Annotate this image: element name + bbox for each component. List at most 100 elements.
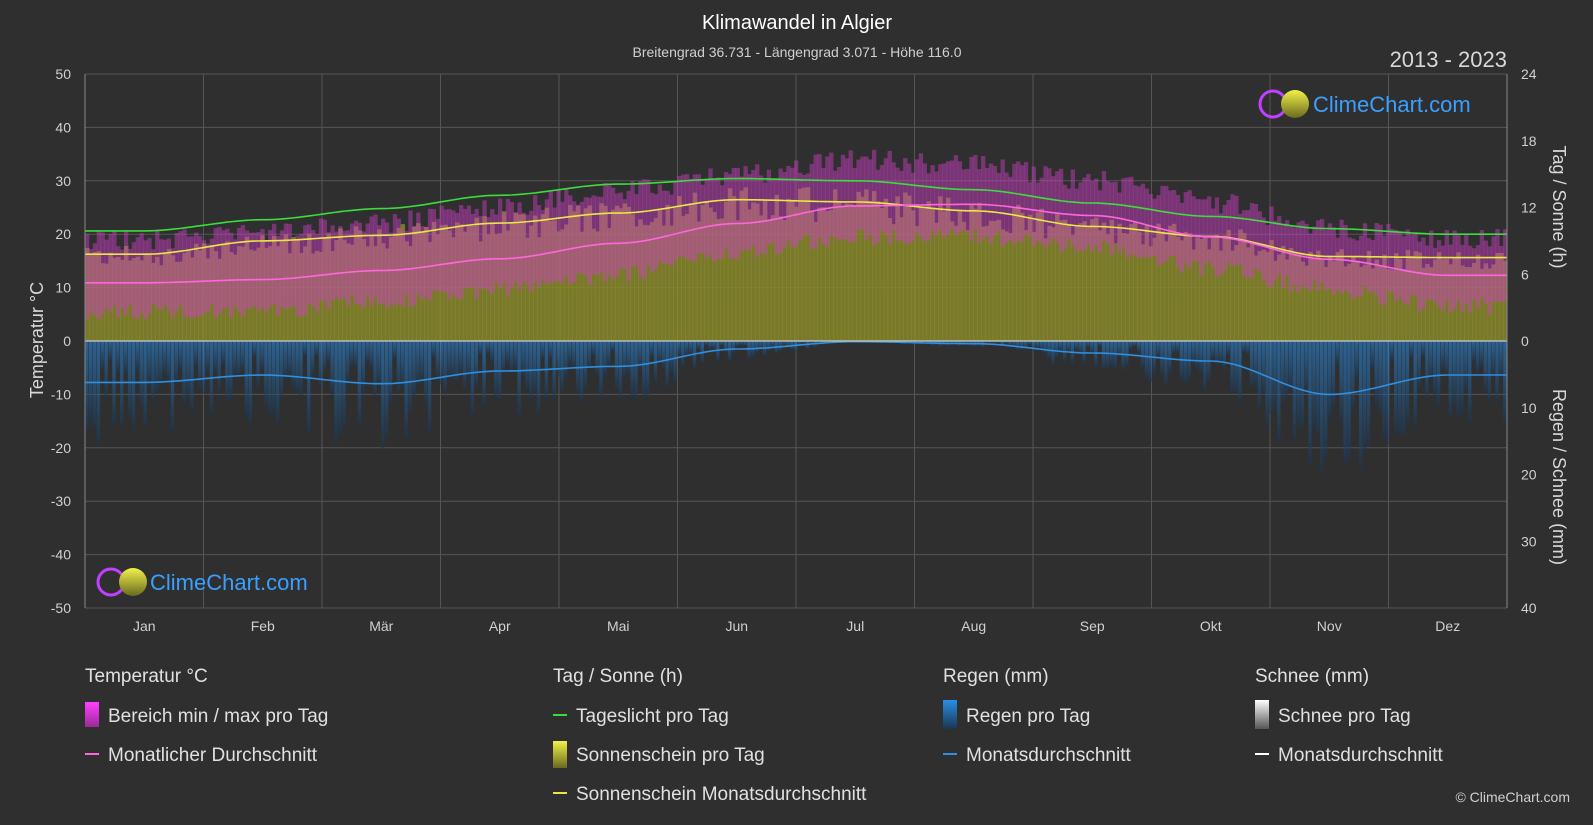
temp-range-day-bar xyxy=(856,159,861,231)
temp-range-day-bar xyxy=(108,234,113,313)
temp-range-day-bar xyxy=(817,154,822,238)
rain-day-bar xyxy=(1199,341,1203,374)
rain-day-bar xyxy=(1273,341,1277,409)
temp-range-day-bar xyxy=(525,214,530,286)
rain-day-bar xyxy=(1335,341,1339,365)
sunshine-day-bar xyxy=(1113,243,1119,341)
temp-range-day-bar xyxy=(770,179,775,243)
temp-range-day-bar xyxy=(112,230,117,306)
sunshine-day-bar xyxy=(1207,249,1212,341)
sunshine-day-bar xyxy=(462,231,468,341)
sunshine-day-bar xyxy=(930,208,935,341)
rain-day-bar xyxy=(330,341,334,395)
logo-top[interactable]: ClimeChart.com xyxy=(1258,89,1471,119)
temp-range-day-bar xyxy=(365,223,370,297)
temp-range-day-bar xyxy=(299,233,304,317)
rain-day-bar xyxy=(1027,341,1032,345)
sunshine-day-bar xyxy=(1304,265,1309,341)
sunshine-day-bar xyxy=(833,189,838,341)
temp-range-day-bar xyxy=(1495,228,1500,302)
temp-range-day-bar xyxy=(326,232,331,309)
temp-range-day-bar xyxy=(178,231,183,305)
sunshine-day-bar xyxy=(322,237,328,341)
temp-range-day-bar xyxy=(1055,171,1060,243)
temp-range-day-bar xyxy=(735,168,740,259)
sunshine-day-bar xyxy=(1000,229,1006,341)
rain-day-bar xyxy=(1175,341,1180,353)
sunshine-day-bar xyxy=(536,237,542,341)
sunshine-day-bar xyxy=(303,246,308,341)
rain-day-bar xyxy=(494,341,498,397)
rain-day-bar xyxy=(599,341,603,399)
sunshine-day-bar xyxy=(727,188,733,341)
temp-range-day-bar xyxy=(579,201,585,273)
chart-subtitle: Breitengrad 36.731 - Längengrad 3.071 - … xyxy=(633,44,962,60)
temp-range-day-bar xyxy=(957,161,962,233)
rain-day-bar xyxy=(1413,341,1417,428)
rain-day-bar xyxy=(1339,341,1343,424)
temp-range-day-bar xyxy=(252,232,257,307)
rain-day-bar xyxy=(1452,341,1456,407)
rain-day-bar xyxy=(400,341,404,388)
temp-range-day-bar xyxy=(669,194,674,266)
rain-day-bar xyxy=(346,341,350,383)
sunshine-day-bar xyxy=(1425,264,1430,341)
temp-range-day-bar xyxy=(1016,161,1021,241)
rain-day-bar xyxy=(1421,341,1425,358)
temp-range-day-bar xyxy=(466,205,472,289)
temp-range-day-bar xyxy=(642,179,647,280)
sunshine-day-bar xyxy=(521,214,526,341)
legend-sunshine-swatch xyxy=(553,741,567,768)
temp-range-day-bar xyxy=(844,158,849,241)
temp-range-day-bar xyxy=(599,196,604,273)
temp-range-day-bar xyxy=(478,216,483,289)
rain-day-bar xyxy=(139,341,143,407)
temp-range-day-bar xyxy=(758,175,764,253)
sunshine-day-bar xyxy=(1090,219,1095,341)
sunshine-day-bar xyxy=(1214,234,1220,341)
temp-range-day-bar xyxy=(630,181,635,267)
sunshine-day-bar xyxy=(723,201,729,341)
rain-day-bar xyxy=(1405,341,1410,426)
sunshine-day-bar xyxy=(342,239,347,341)
sunshine-day-bar xyxy=(147,253,152,341)
sunshine-day-bar xyxy=(1358,266,1364,341)
sunshine-day-bar xyxy=(451,237,456,341)
sunshine-day-bar xyxy=(560,229,565,341)
rain-day-bar xyxy=(614,341,619,390)
temp-range-day-bar xyxy=(883,158,888,235)
temp-range-day-bar xyxy=(396,218,401,303)
rain-day-bar xyxy=(96,341,101,444)
temp-range-day-bar xyxy=(182,229,187,317)
temp-range-day-bar xyxy=(1004,172,1009,244)
sunshine-day-bar xyxy=(1245,247,1251,341)
sunshine-day-bar xyxy=(684,213,690,341)
rain-day-bar xyxy=(229,341,233,401)
temp-range-day-bar xyxy=(1090,180,1095,252)
temp-range-day-bar xyxy=(1319,218,1325,283)
temp-range-day-bar xyxy=(536,205,542,288)
temp-range-day-bar xyxy=(1226,199,1231,263)
sunshine-day-bar xyxy=(1101,222,1107,341)
temp-range-day-bar xyxy=(400,230,405,307)
sunshine-day-bar xyxy=(1421,267,1426,341)
logo-bottom[interactable]: ClimeChart.com xyxy=(96,567,308,597)
temp-range-day-bar xyxy=(291,240,296,306)
rain-day-bar xyxy=(723,341,728,354)
sunshine-area xyxy=(85,187,1508,341)
rain-day-bar xyxy=(1374,341,1378,405)
temp-range-day-bar xyxy=(665,190,670,264)
temp-range-day-bar xyxy=(533,195,538,283)
rain-day-bar xyxy=(435,341,440,378)
sunshine-day-bar xyxy=(392,233,398,341)
rain-day-bar xyxy=(1004,341,1008,344)
rain-day-bar xyxy=(1020,341,1024,351)
sunshine-day-bar xyxy=(275,246,281,341)
sunshine-day-bar xyxy=(1008,233,1013,341)
sunshine-day-bar xyxy=(131,258,137,341)
sunshine-day-bar xyxy=(766,220,772,341)
temp-range-day-bar xyxy=(283,223,288,309)
rain-day-bar xyxy=(517,341,521,416)
rain-day-bar xyxy=(322,341,327,373)
sunshine-day-bar xyxy=(599,203,604,341)
